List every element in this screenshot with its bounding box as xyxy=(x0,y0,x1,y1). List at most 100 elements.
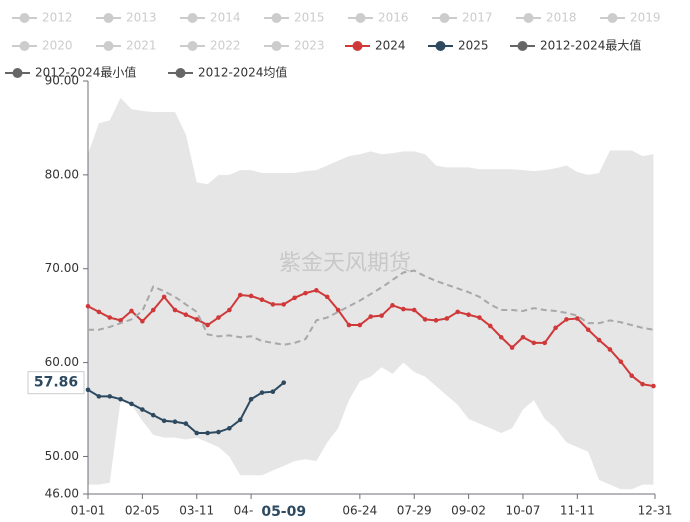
point xyxy=(107,315,113,320)
point xyxy=(585,327,591,333)
legend-label: 2013 xyxy=(126,11,157,25)
legend-label: 2025 xyxy=(458,39,489,53)
point xyxy=(324,294,330,300)
point xyxy=(281,380,287,385)
point xyxy=(205,322,210,328)
legend-label: 2022 xyxy=(210,39,241,53)
x-pointer-label: 05-09 xyxy=(261,504,306,520)
point xyxy=(520,334,526,340)
x-tick-label: 09-02 xyxy=(451,504,486,518)
point xyxy=(172,307,178,313)
legend-item: 2022 xyxy=(180,39,241,53)
point xyxy=(401,306,406,312)
point xyxy=(346,322,352,328)
legend-label: 2021 xyxy=(126,39,157,53)
legend-item: 2019 xyxy=(600,11,661,25)
legend-symbol-dot xyxy=(271,41,282,51)
legend-item: 2012-2024均值 xyxy=(168,65,287,80)
point xyxy=(259,390,265,395)
legend-symbol-dot xyxy=(175,68,186,78)
point xyxy=(477,315,482,320)
legend-symbol-dot xyxy=(439,13,450,23)
point xyxy=(466,312,471,318)
point xyxy=(96,394,102,399)
band-max-area xyxy=(88,97,654,495)
legend-symbol-dot xyxy=(523,13,534,23)
point xyxy=(216,429,221,435)
legend-symbol-dot xyxy=(12,68,23,78)
point xyxy=(357,322,363,328)
mean-line xyxy=(88,269,654,346)
point xyxy=(150,412,156,418)
point xyxy=(509,345,515,350)
point xyxy=(118,318,123,323)
point xyxy=(237,292,243,298)
legend-label: 2018 xyxy=(546,11,577,25)
point xyxy=(564,317,569,322)
point xyxy=(140,407,145,412)
legend-item: 2023 xyxy=(264,39,325,53)
legend-label: 2014 xyxy=(210,11,241,25)
legend-label: 2012-2024最小值 xyxy=(35,65,136,80)
x-pointer-box xyxy=(253,498,314,522)
y-pointer-box xyxy=(27,371,85,395)
point xyxy=(498,334,504,340)
legend-item: 2013 xyxy=(96,11,157,25)
point xyxy=(183,421,189,426)
legend-label: 2012 xyxy=(42,11,73,25)
point xyxy=(411,307,417,313)
point xyxy=(618,359,624,364)
point xyxy=(150,307,156,313)
x-tick-label: 11-11 xyxy=(560,504,595,518)
x-tick-label: 07-29 xyxy=(397,504,432,518)
legend-symbol-dot xyxy=(355,13,366,23)
legend-symbol-dot xyxy=(19,13,30,23)
point xyxy=(607,347,613,352)
point xyxy=(444,316,450,321)
point xyxy=(270,389,276,394)
point xyxy=(488,323,493,329)
point xyxy=(335,307,341,313)
legend-item: 2018 xyxy=(516,11,577,25)
point xyxy=(281,302,287,307)
y-tick-label: 90.00 xyxy=(45,74,79,88)
legend-symbol-dot xyxy=(103,13,114,23)
point xyxy=(248,293,254,299)
legend-symbol-dot xyxy=(187,13,198,23)
point xyxy=(129,401,134,407)
legend-symbol-dot xyxy=(352,41,363,51)
legend-label: 2016 xyxy=(378,11,409,25)
point xyxy=(161,418,167,424)
point xyxy=(553,325,558,331)
legend-symbol-dot xyxy=(607,13,618,23)
legend-symbol-dot xyxy=(435,41,446,51)
legend-label: 2015 xyxy=(294,11,325,25)
y-tick-label: 80.00 xyxy=(45,167,79,181)
point xyxy=(85,303,91,309)
point xyxy=(107,394,113,399)
legend-item: 2021 xyxy=(96,39,157,53)
y-tick-label: 60.00 xyxy=(45,355,79,369)
legend-item: 2025 xyxy=(428,39,489,53)
y-tick-label: 50.00 xyxy=(45,449,79,463)
x-tick-label: 10-07 xyxy=(506,504,541,518)
legend-item: 2015 xyxy=(264,11,325,25)
point xyxy=(314,288,319,293)
legend-item: 2012-2024最大值 xyxy=(510,38,641,53)
point xyxy=(422,317,428,322)
point xyxy=(270,302,276,307)
y-pointer-label: 57.86 xyxy=(34,375,78,391)
point xyxy=(531,340,537,346)
band-min-area xyxy=(88,362,654,494)
legend-symbol-dot xyxy=(271,13,282,23)
point xyxy=(651,383,656,389)
legend-symbol-dot xyxy=(103,41,114,51)
x-tick-label: 01-01 xyxy=(71,504,106,518)
x-tick-label: 12-31 xyxy=(638,504,673,518)
x-tick-label: 06-24 xyxy=(342,504,377,518)
legend-item: 2014 xyxy=(180,11,241,25)
legend-item: 2012-2024最小值 xyxy=(5,65,136,80)
legend-label: 2012-2024最大值 xyxy=(540,38,641,53)
legend-label: 2023 xyxy=(294,39,325,53)
